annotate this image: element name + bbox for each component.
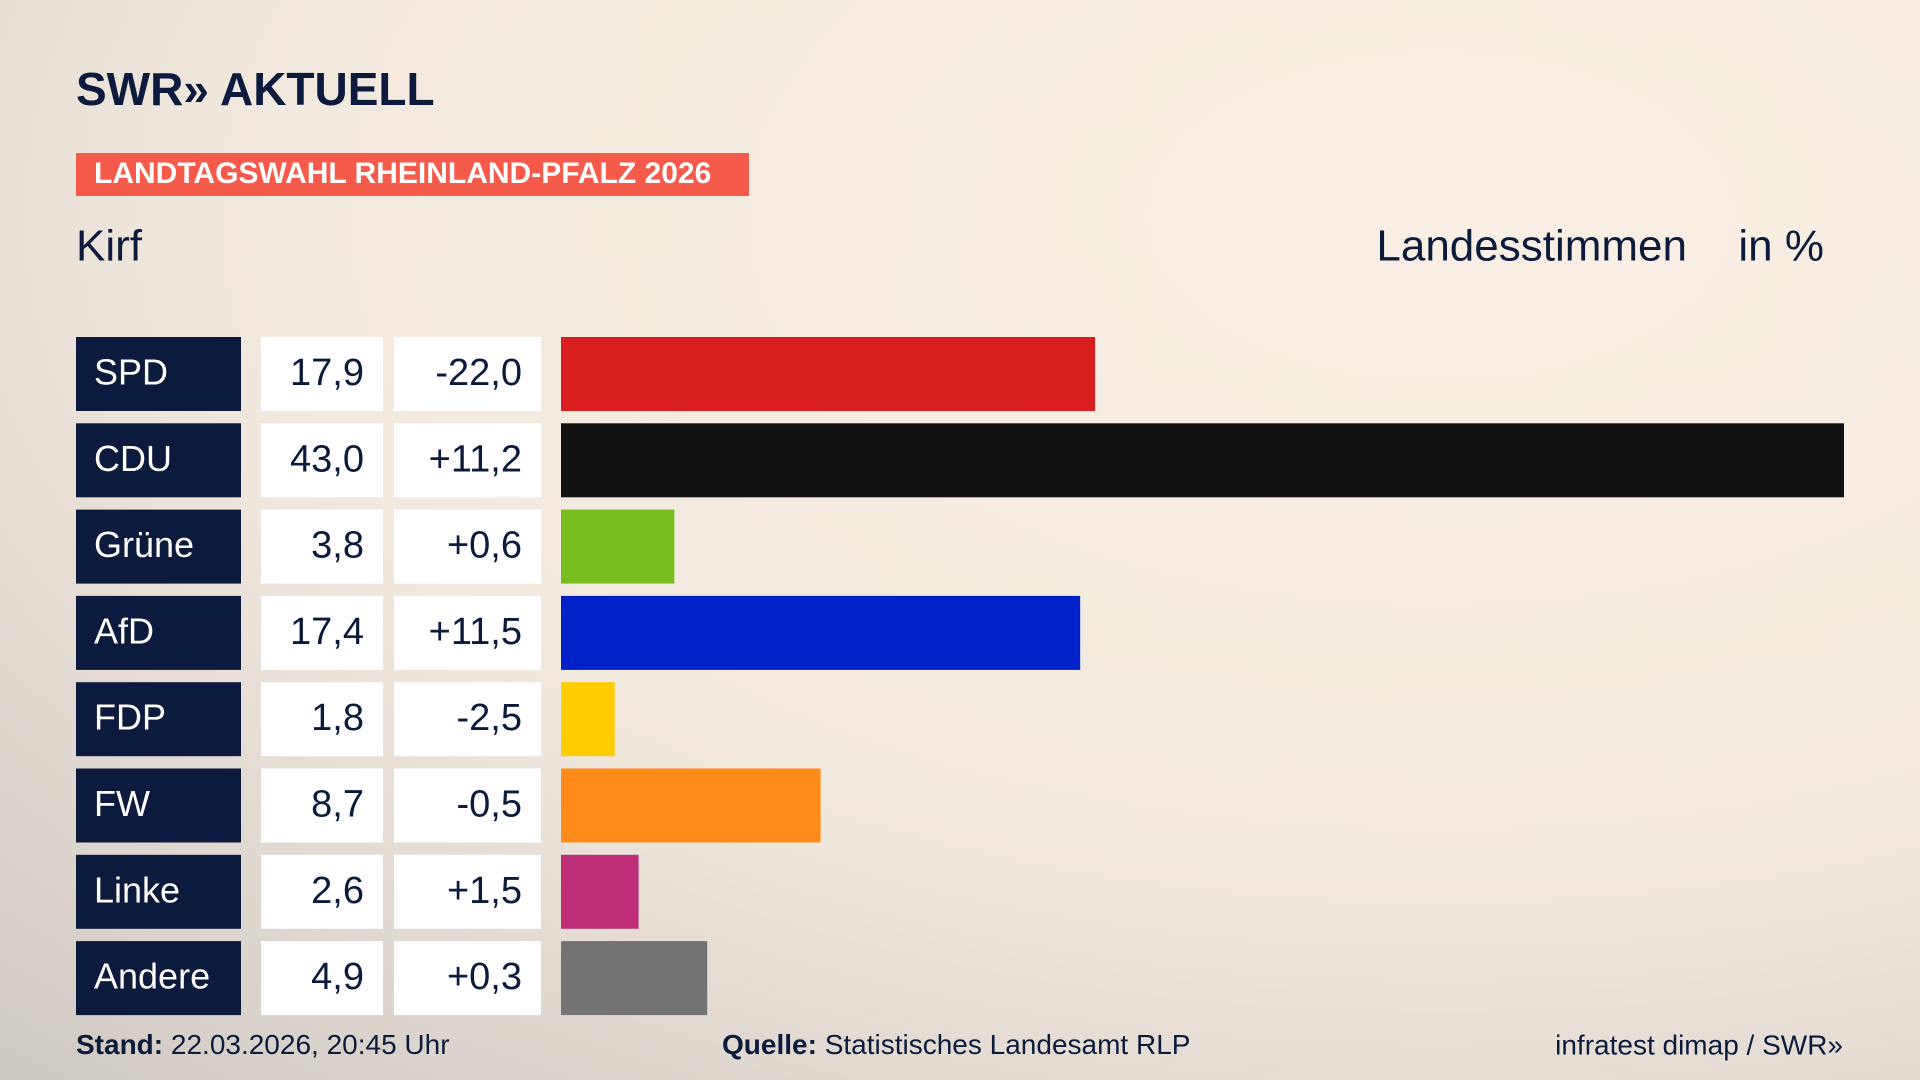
value-box xyxy=(261,337,383,411)
source: Quelle: Statistisches Landesamt RLP xyxy=(722,1029,1190,1060)
change-box xyxy=(394,337,541,411)
change-label: +11,2 xyxy=(429,438,522,480)
party-box xyxy=(76,854,241,929)
party-label: FDP xyxy=(94,697,166,738)
bar xyxy=(561,941,708,1016)
change-label: -2,5 xyxy=(457,697,522,739)
bar xyxy=(561,509,675,584)
change-label: +1,5 xyxy=(447,870,522,912)
value-label: 17,4 xyxy=(290,611,364,653)
party-box xyxy=(76,337,241,411)
party-label: Grüne xyxy=(94,524,194,565)
party-label: AfD xyxy=(94,610,154,651)
value-box xyxy=(261,423,383,498)
bar xyxy=(561,423,1844,498)
stand-value: 22.03.2026, 20:45 Uhr xyxy=(171,1029,450,1060)
bar xyxy=(561,768,821,843)
change-box xyxy=(394,768,541,843)
change-box xyxy=(394,423,541,498)
stand: Stand: 22.03.2026, 20:45 Uhr xyxy=(76,1029,450,1060)
change-box xyxy=(394,595,541,670)
value-label: 3,8 xyxy=(311,525,364,567)
value-label: 17,9 xyxy=(290,352,364,394)
party-label: Linke xyxy=(94,869,180,910)
party-label: CDU xyxy=(94,438,172,479)
value-label: 8,7 xyxy=(311,784,364,826)
party-box xyxy=(76,423,241,498)
logo: SWR» AKTUELL xyxy=(76,63,435,115)
party-box xyxy=(76,595,241,670)
change-label: -0,5 xyxy=(457,784,522,826)
value-box xyxy=(261,941,383,1016)
value-label: 2,6 xyxy=(311,870,364,912)
party-box xyxy=(76,768,241,843)
change-box xyxy=(394,682,541,757)
value-label: 43,0 xyxy=(290,438,364,480)
party-label: SPD xyxy=(94,352,168,393)
party-label: Andere xyxy=(94,956,210,997)
banner-text: LANDTAGSWAHL RHEINLAND-PFALZ 2026 xyxy=(94,157,711,190)
change-box xyxy=(394,854,541,929)
value-box xyxy=(261,854,383,929)
party-box xyxy=(76,941,241,1016)
change-label: +0,6 xyxy=(447,525,522,567)
bar xyxy=(561,682,615,757)
source-label: Quelle: xyxy=(722,1029,817,1060)
change-box xyxy=(394,509,541,584)
value-box xyxy=(261,509,383,584)
stand-label: Stand: xyxy=(76,1029,163,1060)
value-box xyxy=(261,768,383,843)
bar xyxy=(561,854,639,929)
change-label: +0,3 xyxy=(447,956,522,998)
party-box xyxy=(76,509,241,584)
change-label: -22,0 xyxy=(435,352,522,394)
bar xyxy=(561,337,1096,411)
value-label: 1,8 xyxy=(311,697,364,739)
value-label: 4,9 xyxy=(311,956,364,998)
source-value: Statistisches Landesamt RLP xyxy=(825,1029,1191,1060)
value-box xyxy=(261,682,383,757)
change-label: +11,5 xyxy=(429,611,522,653)
change-box xyxy=(394,941,541,1016)
value-box xyxy=(261,595,383,670)
value-header: Landesstimmen xyxy=(1376,222,1687,271)
subtitle: Kirf xyxy=(76,222,143,271)
unit: in % xyxy=(1738,222,1824,271)
party-box xyxy=(76,682,241,757)
banner xyxy=(76,153,749,196)
bar xyxy=(561,595,1081,670)
credit: infratest dimap / SWR» xyxy=(1555,1029,1843,1060)
party-label: FW xyxy=(94,783,150,824)
